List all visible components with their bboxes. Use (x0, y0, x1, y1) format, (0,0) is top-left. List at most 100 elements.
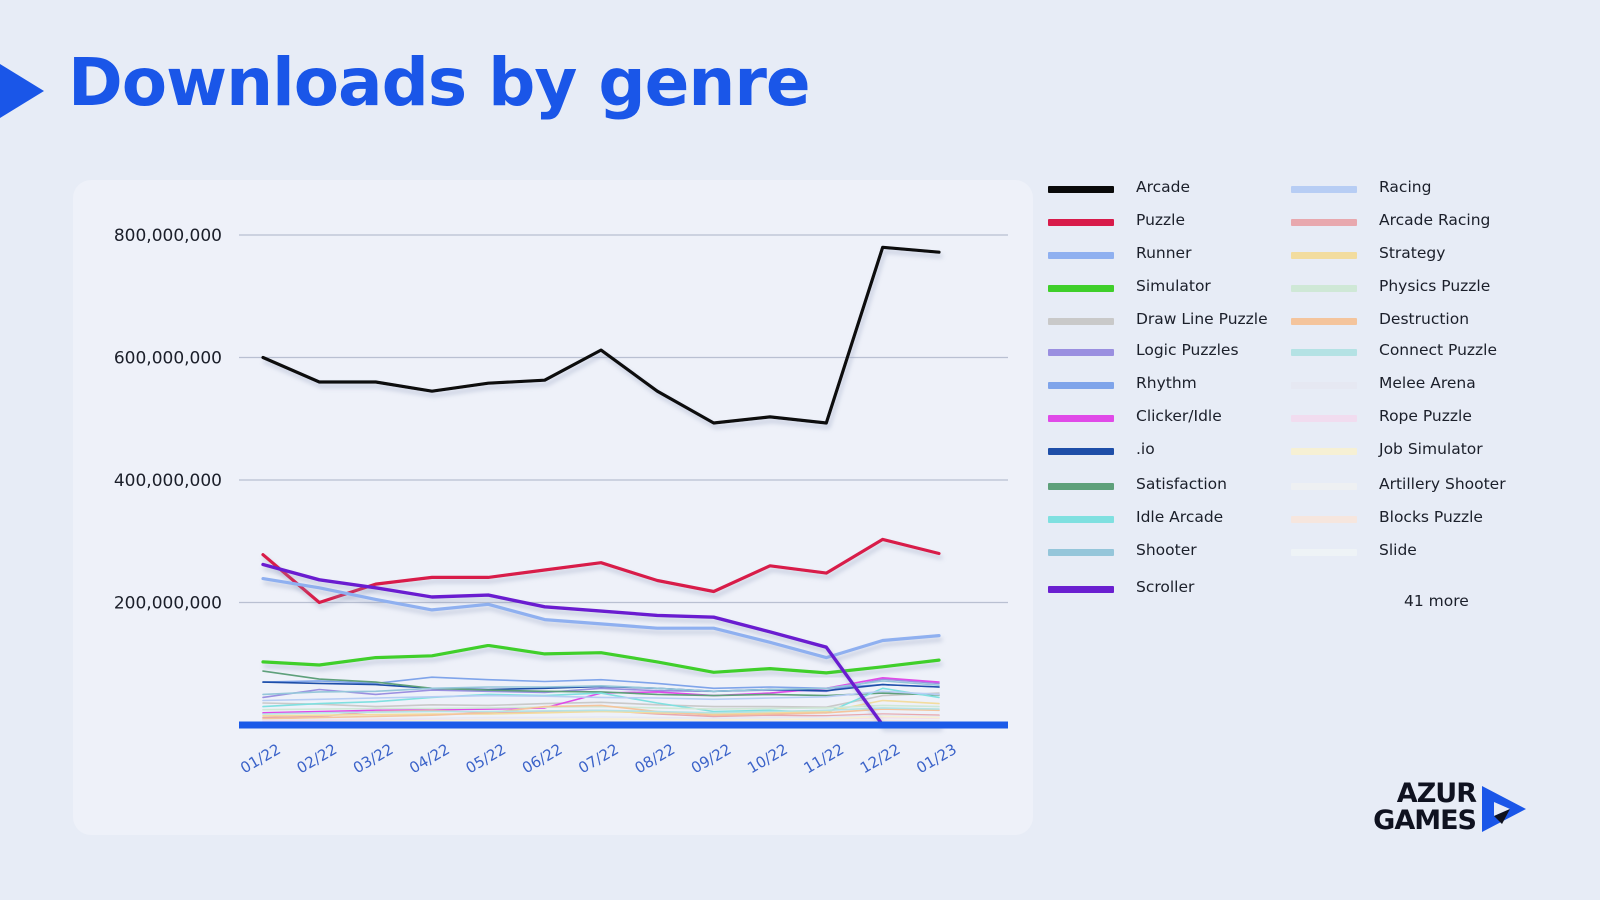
legend-swatch (1291, 252, 1357, 259)
logo-text-line1: AZUR (1396, 778, 1477, 809)
series-line-arcade (261, 245, 941, 425)
legend-swatch (1048, 186, 1114, 193)
legend-label: Connect Puzzle (1379, 341, 1498, 359)
legend-swatch (1048, 349, 1114, 356)
series-line-physics-puzzle (262, 704, 940, 711)
legend-label: Logic Puzzles (1136, 341, 1239, 359)
legend-label: Runner (1136, 244, 1192, 262)
legend-swatch (1048, 285, 1114, 292)
legend-swatch (1048, 318, 1114, 325)
legend-swatch (1048, 448, 1114, 455)
legend-swatch (1291, 219, 1357, 226)
x-tick-label: 02/22 (294, 740, 340, 777)
x-tick-label: 03/22 (350, 740, 396, 777)
legend-item: Rope Puzzle (1291, 407, 1541, 431)
legend-label: Idle Arcade (1136, 508, 1224, 526)
legend-swatch (1291, 415, 1357, 422)
legend-label: Rope Puzzle (1379, 407, 1472, 425)
x-tick-label: 12/22 (857, 740, 903, 777)
logo-text-line2: GAMES (1373, 805, 1477, 836)
legend-label: Artillery Shooter (1379, 475, 1506, 493)
legend-label: Strategy (1379, 244, 1446, 262)
legend-item: Melee Arena (1291, 374, 1541, 398)
series-line-satisfaction (262, 670, 940, 697)
legend-label: Clicker/Idle (1136, 407, 1222, 425)
legend-swatch (1291, 186, 1357, 193)
legend-label: .io (1136, 440, 1155, 458)
legend-swatch (1048, 415, 1114, 422)
legend-item: Runner (1048, 244, 1298, 268)
chart-card: 200,000,000 400,000,000 600,000,000 800,000… (73, 180, 1033, 835)
series-line-shooter (262, 680, 940, 696)
series-line-destruction (262, 704, 940, 720)
legend-swatch (1291, 516, 1357, 523)
series-line-scroller (261, 562, 941, 727)
legend-swatch (1048, 549, 1114, 556)
legend-label: Simulator (1136, 277, 1211, 295)
legend-swatch (1291, 349, 1357, 356)
legend-label: Melee Arena (1379, 374, 1476, 392)
legend-label: Slide (1379, 541, 1417, 559)
x-tick-label: 05/22 (463, 740, 509, 777)
x-tick-label: 08/22 (632, 740, 678, 777)
legend-item: Strategy (1291, 244, 1541, 268)
y-tick-label: 600,000,000 (114, 349, 222, 369)
legend-item: Physics Puzzle (1291, 277, 1541, 301)
y-tick-label: 200,000,000 (114, 594, 222, 614)
legend-label: Arcade (1136, 178, 1191, 196)
x-tick-label: 11/22 (801, 740, 847, 777)
legend-swatch (1048, 382, 1114, 389)
legend-item: Satisfaction (1048, 475, 1298, 499)
azur-games-logo: AZUR GAMES (1370, 780, 1540, 840)
legend-swatch (1048, 219, 1114, 226)
legend-item: Artillery Shooter (1291, 475, 1541, 499)
legend-label: Job Simulator (1379, 440, 1483, 458)
legend-label: Racing (1379, 178, 1432, 196)
legend-item: Draw Line Puzzle (1048, 310, 1298, 334)
legend-label: Shooter (1136, 541, 1197, 559)
legend-item: Puzzle (1048, 211, 1298, 235)
legend-item: Rhythm (1048, 374, 1298, 398)
legend-item: Arcade (1048, 178, 1298, 202)
legend-item: Racing (1291, 178, 1541, 202)
legend-item: .io (1048, 440, 1298, 464)
logo-play-icon (1482, 786, 1526, 832)
legend-label: Destruction (1379, 310, 1470, 328)
legend-label: Puzzle (1136, 211, 1186, 229)
legend-item: Destruction (1291, 310, 1541, 334)
legend-item: Blocks Puzzle (1291, 508, 1541, 532)
series-line-connect-puzzle (262, 707, 940, 715)
legend-item: Connect Puzzle (1291, 341, 1541, 365)
series-line-runner (261, 577, 941, 660)
legend-swatch (1048, 252, 1114, 259)
legend-item: Slide (1291, 541, 1541, 565)
legend-swatch (1291, 549, 1357, 556)
legend-item: Shooter (1048, 541, 1298, 565)
legend-item: Idle Arcade (1048, 508, 1298, 532)
legend-label: Blocks Puzzle (1379, 508, 1483, 526)
legend-item: Job Simulator (1291, 440, 1541, 464)
legend-swatch (1048, 516, 1114, 523)
legend-label: Draw Line Puzzle (1136, 310, 1268, 328)
legend-swatch (1291, 483, 1357, 490)
legend-item: Scroller (1048, 578, 1298, 602)
chart-legend: 41 more Arcade Puzzle Runner Simulator Draw … (1048, 178, 1588, 618)
x-tick-label: 04/22 (406, 740, 452, 777)
legend-label: Satisfaction (1136, 475, 1227, 493)
legend-label: Rhythm (1136, 374, 1197, 392)
line-chart: 200,000,000 400,000,000 600,000,000 800,000… (114, 226, 1008, 777)
legend-swatch (1291, 318, 1357, 325)
x-tick-label: 01/23 (913, 740, 959, 777)
title-arrow-icon (0, 64, 44, 118)
x-tick-label: 09/22 (688, 740, 734, 777)
series-line-strategy (262, 699, 940, 717)
legend-label: Physics Puzzle (1379, 277, 1491, 295)
legend-item: Arcade Racing (1291, 211, 1541, 235)
legend-swatch (1291, 448, 1357, 455)
y-tick-label: 800,000,000 (114, 226, 222, 246)
legend-swatch (1048, 483, 1114, 490)
x-tick-label: 07/22 (575, 740, 621, 777)
x-tick-label: 10/22 (744, 740, 790, 777)
y-tick-label: 400,000,000 (114, 471, 222, 491)
legend-more-label: 41 more (1404, 592, 1469, 610)
